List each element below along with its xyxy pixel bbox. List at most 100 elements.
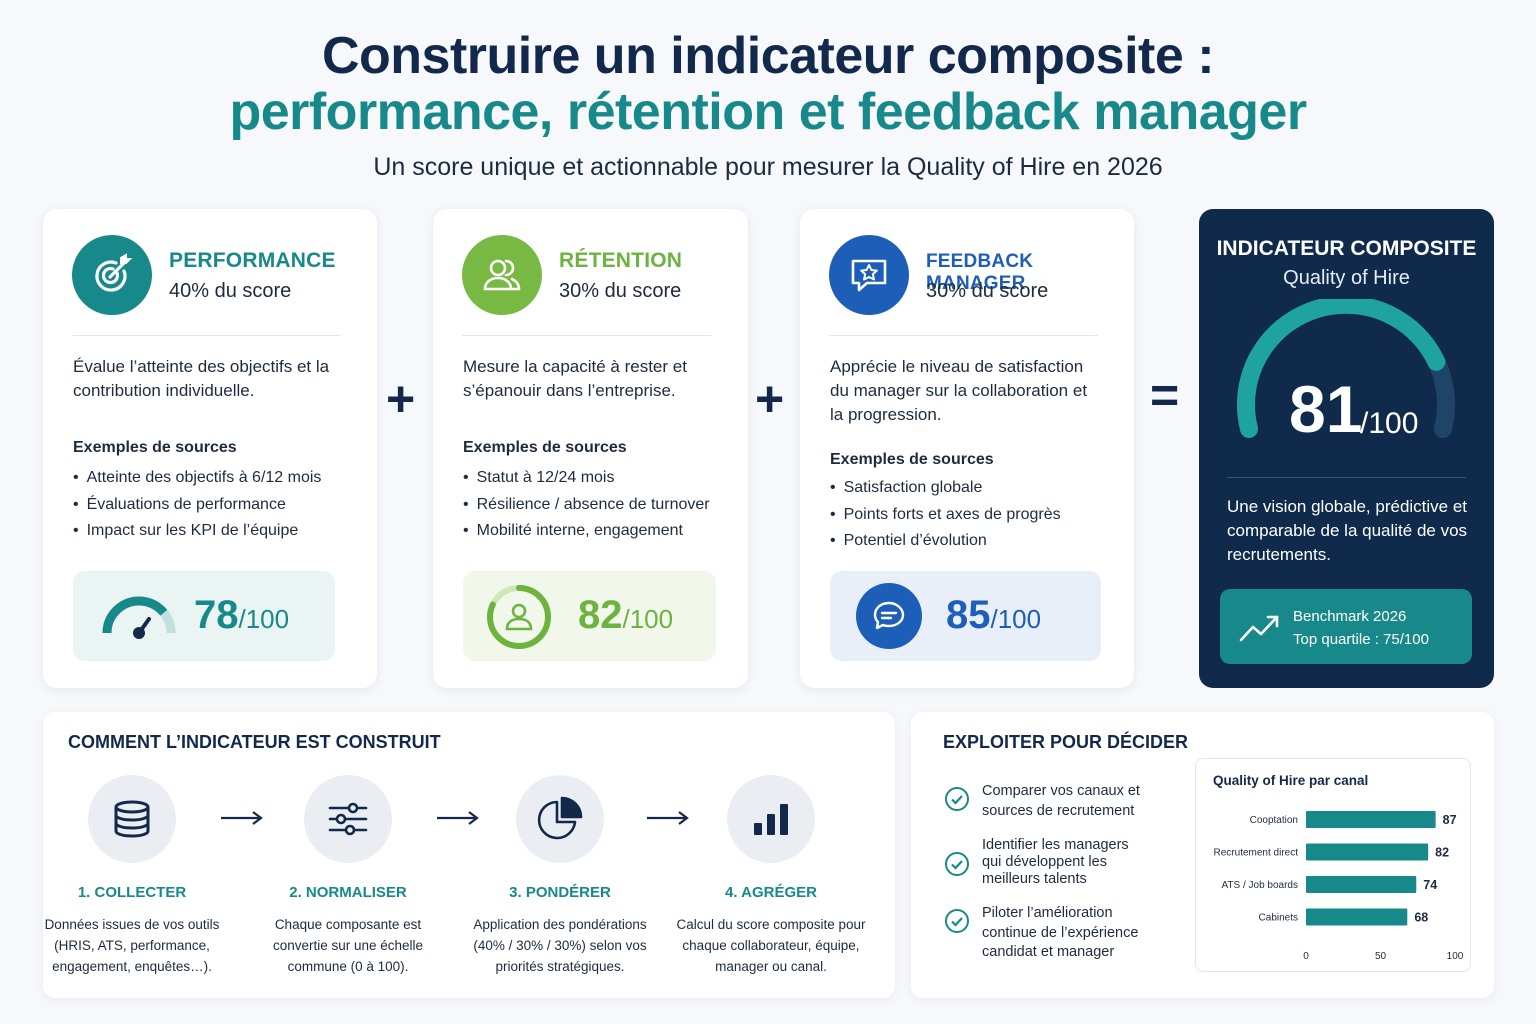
section-title: EXPLOITER POUR DÉCIDER	[943, 732, 1189, 752]
list-item: Piloter l’amélioration continue de l’exp…	[944, 904, 1184, 963]
benchmark-text: Benchmark 2026 Top quartile : 75/100	[1293, 608, 1429, 648]
list-item: Comparer vos canaux et sources de recrut…	[944, 782, 1184, 821]
sources-label: Exemples de sources	[463, 439, 627, 456]
step-title: 3. PONDÉRER	[509, 884, 611, 901]
list-item: Satisfaction globale	[830, 475, 1124, 502]
check-circle-icon	[945, 909, 969, 933]
score-box: 82/100	[463, 571, 716, 661]
sources-list: Satisfaction globale Points forts et axe…	[830, 475, 1124, 555]
plus-operator: +	[755, 371, 785, 427]
chart-value-label: 87	[1443, 813, 1457, 827]
user-ring-icon	[487, 585, 551, 649]
feedback-manager-card: FEEDBACK MANAGER 30% du score Apprécie l…	[800, 209, 1134, 688]
step-description: Données issues de vos outils (HRIS, ATS,…	[44, 917, 220, 974]
step-agreger: 4. AGRÉGER Calcul du score composite pou…	[671, 775, 871, 977]
chart-value-label: 68	[1414, 911, 1428, 925]
score-value: 82/100	[578, 593, 674, 637]
card-weight: 30% du score	[926, 280, 1049, 302]
list-item: Identifier les managers qui développent …	[944, 837, 1184, 888]
chart-category-label: Cooptation	[1250, 815, 1298, 826]
chart-bar	[1306, 843, 1429, 861]
chart-title: Quality of Hire par canal	[1213, 773, 1369, 788]
page-title-line2: performance, rétention et feedback manag…	[229, 83, 1307, 141]
chart-bar	[1306, 876, 1417, 893]
chart-category-label: ATS / Job boards	[1221, 880, 1298, 891]
step-description: Application des pondérations (40% / 30% …	[473, 917, 647, 974]
card-description: Mesure la capacité à rester et s’épanoui…	[463, 357, 687, 400]
chart-bar	[1306, 811, 1436, 828]
score-value: 85/100	[946, 593, 1042, 637]
list-item: Résilience / absence de turnover	[463, 492, 738, 519]
card-weight: 30% du score	[559, 280, 682, 302]
composite-score: 81	[1289, 372, 1363, 446]
composite-description: Une vision globale, prédictive et compar…	[1227, 497, 1468, 564]
step-title: 2. NORMALISER	[289, 884, 407, 901]
chart-bar	[1306, 908, 1408, 926]
divider	[829, 335, 1098, 336]
bar-chart-icon	[727, 775, 815, 863]
chat-icon	[856, 583, 922, 649]
channel-chart: Quality of Hire par canal Cooptation 87 Re…	[1195, 758, 1471, 972]
list-item: Atteinte des objectifs à 6/12 mois	[73, 465, 367, 492]
sources-list: Atteinte des objectifs à 6/12 mois Évalu…	[73, 465, 367, 545]
composite-score-suffix: /100	[1360, 407, 1419, 440]
chart-tick-label: 100	[1447, 951, 1464, 962]
chart-category-label: Cabinets	[1259, 913, 1298, 924]
chart-tick-label: 50	[1375, 951, 1387, 962]
sliders-icon	[304, 775, 392, 863]
page-subtitle: Un score unique et actionnable pour mesu…	[373, 153, 1163, 181]
star-chat-icon	[829, 235, 909, 315]
composite-title: INDICATEUR COMPOSITE	[1216, 237, 1477, 260]
sources-label: Exemples de sources	[73, 439, 237, 456]
check-circle-icon	[945, 852, 969, 876]
check-circle-icon	[945, 787, 969, 811]
arrow-right-icon	[437, 811, 479, 825]
arrow-right-icon	[647, 811, 689, 825]
chart-value-label: 82	[1435, 846, 1449, 860]
target-icon	[72, 235, 152, 315]
chart-category-label: Recrutement direct	[1214, 848, 1299, 859]
list-item: Impact sur les KPI de l’équipe	[73, 518, 367, 545]
divider	[462, 335, 712, 336]
score-box: 78/100	[73, 571, 335, 661]
chart-svg: Cooptation 87 Recrutement direct 82 ATS / Jo…	[1214, 811, 1464, 962]
list-item: Évaluations de performance	[73, 492, 367, 519]
card-description: Apprécie le niveau de satisfaction du ma…	[830, 357, 1088, 424]
composite-indicator-card: INDICATEUR COMPOSITE Quality of Hire 81 …	[1199, 209, 1494, 688]
composite-gauge	[1237, 299, 1455, 438]
sources-list: Statut à 12/24 mois Résilience / absence…	[463, 465, 738, 545]
list-item: Potentiel d’évolution	[830, 528, 1124, 555]
list-item: Points forts et axes de progrès	[830, 502, 1124, 529]
database-icon	[88, 775, 176, 863]
card-title: FEEDBACK MANAGER	[926, 251, 1034, 294]
chart-tick-label: 0	[1303, 951, 1309, 962]
pie-chart-icon	[516, 775, 604, 863]
step-description: Chaque composante est convertie sur une …	[272, 917, 424, 974]
sources-label: Exemples de sources	[830, 451, 994, 468]
step-title: 1. COLLECTER	[77, 884, 187, 901]
construction-panel: COMMENT L’INDICATEUR EST CONSTRUIT 1. CO…	[43, 712, 895, 998]
card-title: PERFORMANCE	[169, 249, 336, 272]
equals-operator: =	[1150, 367, 1180, 423]
divider	[72, 335, 341, 336]
plus-operator: +	[386, 371, 416, 427]
card-title: RÉTENTION	[559, 249, 683, 272]
step-title: 4. AGRÉGER	[725, 884, 817, 901]
benchmark-box: Benchmark 2026 Top quartile : 75/100	[1220, 589, 1472, 664]
list-item: Mobilité interne, engagement	[463, 518, 738, 545]
composite-subtitle: Quality of Hire	[1283, 267, 1410, 289]
chart-value-label: 74	[1423, 878, 1437, 892]
uses-list: Comparer vos canaux et sources de recrut…	[944, 782, 1184, 977]
users-icon	[462, 235, 542, 315]
performance-card: PERFORMANCE 40% du score Évalue l’attein…	[43, 209, 377, 688]
score-box: 85/100	[830, 571, 1101, 661]
trend-up-icon	[1239, 615, 1279, 642]
page-title-line1: Construire un indicateur composite :	[321, 27, 1215, 85]
step-normaliser: 2. NORMALISER Chaque composante est conv…	[248, 775, 448, 977]
retention-card: RÉTENTION 30% du score Mesure la capacit…	[433, 209, 748, 688]
step-ponderer: 3. PONDÉRER Application des pondérations…	[460, 775, 660, 977]
arrow-right-icon	[221, 811, 263, 825]
card-description: Évalue l’atteinte des objectifs et la co…	[73, 357, 330, 400]
section-title: COMMENT L’INDICATEUR EST CONSTRUIT	[68, 732, 441, 752]
divider	[1227, 477, 1466, 478]
